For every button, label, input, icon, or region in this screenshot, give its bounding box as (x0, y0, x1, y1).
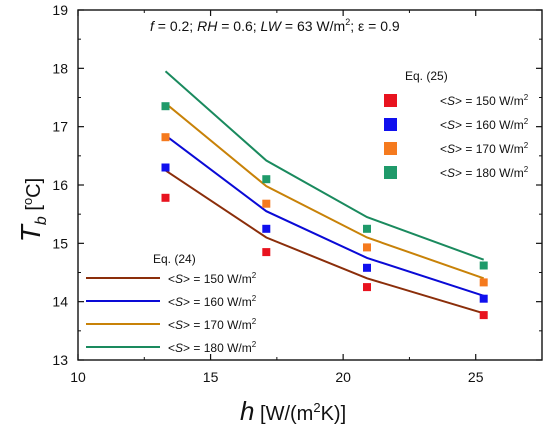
y-tick-label: 16 (52, 177, 68, 193)
legend-line-label: <S> = 170 W/m2 (168, 317, 257, 332)
series-line-2 (164, 134, 485, 297)
lw-unit-superscript: 2 (345, 17, 350, 27)
marker-series-4 (363, 224, 371, 233)
marker-series-2 (161, 163, 170, 172)
epsilon-value: ; ε = 0.9 (350, 18, 400, 34)
legend-lines-title: Eq. (24) (153, 252, 196, 266)
y-tick-label: 13 (52, 352, 68, 368)
legend-line-label: <S> = 150 W/m2 (168, 271, 257, 286)
legend-marker-swatch (384, 166, 397, 179)
y-axis-unit-post: C] (23, 178, 45, 198)
x-axis-unit-pre: [W/(m (254, 403, 313, 425)
x-axis-unit-superscript: 2 (313, 400, 320, 415)
x-axis-unit-post: K)] (321, 403, 347, 425)
parameters-annotation: f = 0.2; RH = 0.6; LW = 63 W/m2; ε = 0.9 (150, 17, 400, 34)
legend-markers-title: Eq. (25) (405, 69, 448, 83)
marker-series-2 (363, 263, 371, 272)
marker-series-1 (363, 283, 371, 292)
legend-line-label: <S> = 160 W/m2 (168, 294, 257, 309)
marker-series-1 (161, 193, 170, 202)
x-axis-title: h [W/(m2K)] (240, 396, 346, 426)
marker-series-4 (161, 102, 170, 111)
f-value: = 0.2; (154, 18, 197, 34)
marker-series-3 (363, 243, 371, 252)
series-line-3 (164, 102, 485, 280)
legend-marker-label: <S> = 160 W/m2 (440, 117, 529, 132)
legend-marker-swatch (384, 142, 397, 155)
series-line-4 (164, 70, 485, 261)
legend-lines: Eq. (24) <S> = 150 W/m2 <S> = 160 W/m2 <S>… (86, 252, 257, 355)
lw-value: = 63 W/m (281, 18, 345, 34)
marker-series-2 (479, 294, 488, 303)
x-axis-symbol: h (240, 396, 254, 426)
legend-marker-swatch (384, 118, 397, 131)
x-tick-label: 20 (335, 369, 351, 385)
marker-series-2 (262, 224, 271, 233)
y-axis-unit-pre: [ (23, 205, 45, 217)
x-tick-label: 25 (468, 369, 484, 385)
x-tick-label: 10 (70, 369, 86, 385)
legend-marker-label: <S> = 150 W/m2 (440, 93, 529, 108)
marker-series-3 (262, 199, 271, 208)
legend-marker-label: <S> = 180 W/m2 (440, 165, 529, 180)
rh-symbol: RH (197, 18, 218, 34)
x-tick-label: 15 (203, 369, 219, 385)
marker-series-3 (161, 133, 170, 142)
y-tick-label: 19 (52, 2, 68, 18)
y-axis-symbol: T (15, 223, 46, 242)
legend-markers: Eq. (25) <S> = 150 W/m2 <S> = 160 W/m2 <S>… (384, 69, 529, 180)
y-tick-label: 15 (52, 235, 68, 251)
y-tick-label: 14 (52, 294, 68, 310)
legend-line-label: <S> = 180 W/m2 (168, 340, 257, 355)
lw-symbol: LW (261, 18, 283, 34)
legend-marker-swatch (384, 94, 397, 107)
y-tick-label: 18 (52, 60, 68, 76)
marker-series-3 (479, 278, 488, 287)
y-axis-subscript: b (33, 216, 50, 225)
rh-value: = 0.6; (217, 18, 260, 34)
axis-ticks: 10 15 20 25 13 14 15 16 17 18 19 (52, 2, 542, 385)
y-axis-unit-superscript: o (20, 198, 35, 205)
y-tick-label: 17 (52, 119, 68, 135)
marker-series-1 (262, 248, 271, 257)
marker-series-4 (479, 261, 488, 270)
series-lines (164, 70, 485, 315)
legend-marker-label: <S> = 170 W/m2 (440, 141, 529, 156)
marker-series-4 (262, 175, 271, 184)
f-symbol: f (150, 18, 156, 34)
marker-series-1 (479, 311, 488, 320)
series-markers (161, 102, 488, 320)
series-line-1 (164, 169, 484, 315)
y-axis-title: Tb [oC] (15, 178, 50, 242)
